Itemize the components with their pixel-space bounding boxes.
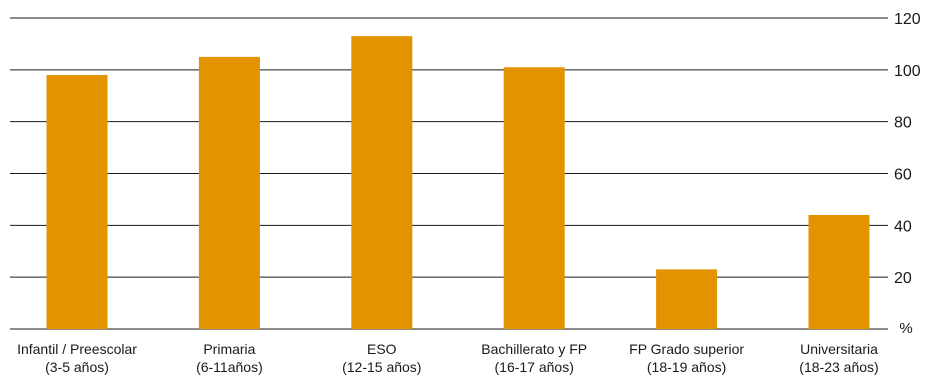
- bar: [656, 269, 718, 329]
- bar: [46, 75, 108, 330]
- gridlines: [10, 17, 888, 330]
- bars: [46, 36, 870, 330]
- y-tick-label: 100: [894, 63, 921, 80]
- x-tick-label: Primaria: [203, 341, 255, 357]
- x-tick-sublabel: (6-11años): [196, 359, 263, 375]
- bar: [808, 214, 870, 329]
- x-tick-sublabel: (12-15 años): [342, 359, 421, 375]
- y-tick-label: 120: [894, 11, 921, 28]
- bar: [198, 56, 260, 329]
- x-tick-sublabel: (3-5 años): [45, 359, 109, 375]
- x-axis-labels: Infantil / Preescolar (3-5 años) Primaria (…: [17, 341, 879, 375]
- y-tick-label: 20: [894, 270, 912, 287]
- x-tick-label: Bachillerato y FP: [481, 341, 587, 357]
- x-tick-sublabel: (18-19 años): [647, 359, 726, 375]
- x-tick-sublabel: (18-23 años): [799, 359, 878, 375]
- x-tick-label: ESO: [367, 341, 397, 357]
- y-tick-label: 40: [894, 218, 912, 235]
- y-tick-label: 60: [894, 167, 912, 184]
- y-tick-label: 80: [894, 115, 912, 132]
- y-axis-ticks: 20 40 60 80 100 120: [894, 11, 921, 287]
- x-tick-label: FP Grado superior: [629, 341, 744, 357]
- y-axis-unit-label: %: [899, 320, 912, 337]
- bar: [503, 67, 565, 329]
- x-tick-label: Universitaria: [800, 341, 878, 357]
- x-tick-sublabel: (16-17 años): [495, 359, 574, 375]
- bar: [351, 36, 413, 330]
- x-tick-label: Infantil / Preescolar: [17, 341, 137, 357]
